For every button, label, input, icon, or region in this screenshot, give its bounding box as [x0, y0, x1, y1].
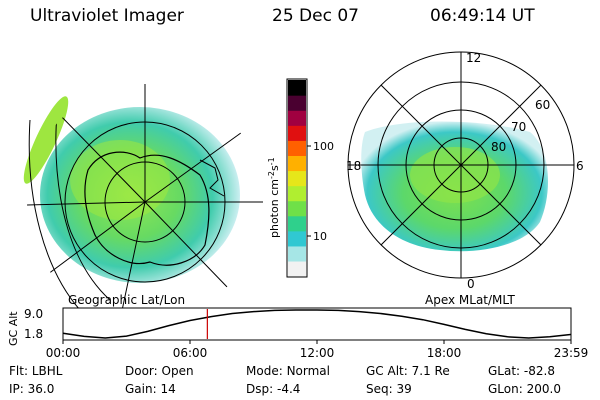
status-ip-label: IP: [9, 382, 24, 396]
alt-xtick-label-18: 18:00 [427, 346, 462, 360]
status-filter-value: LBHL [31, 364, 63, 378]
status-filter-label: Flt: [9, 364, 28, 378]
status-dsp: Dsp: -4.4 [246, 382, 300, 396]
status-glon: GLon: 200.0 [488, 382, 561, 396]
colorbar-block [288, 155, 306, 172]
status-ip: IP: 36.0 [9, 382, 54, 396]
colorbar-unit-label: photon cm-2s-1 [267, 157, 281, 238]
mlt-label-18: 18 [346, 159, 361, 173]
colorbar-block [288, 170, 306, 187]
status-seq: Seq: 39 [366, 382, 412, 396]
status-dsp-label: Dsp: [246, 382, 274, 396]
colorbar-block [288, 200, 306, 217]
status-seq-label: Seq: [366, 382, 393, 396]
colorbar-block [288, 215, 306, 232]
colorbar-block [288, 95, 306, 111]
unit-sup-2: -1 [267, 157, 276, 165]
colorbar-block [288, 140, 306, 156]
mlt-label-12: 12 [466, 51, 481, 65]
mlat-label-80: 80 [491, 140, 506, 154]
mlt-label-6: 6 [576, 159, 584, 173]
status-glon-label: GLon: [488, 382, 523, 396]
observation-date: 25 Dec 07 [272, 6, 359, 26]
status-gc-alt-label: GC Alt: [366, 364, 408, 378]
status-glat-value: -82.8 [523, 364, 555, 378]
status-glat-label: GLat: [488, 364, 521, 378]
unit-mid: s [268, 165, 281, 171]
colorbar-block [288, 110, 306, 126]
colorbar-block [288, 245, 306, 262]
alt-ytick-9: 9.0 [24, 307, 43, 321]
colorbar-block [288, 260, 306, 277]
colorbar-scale [288, 80, 306, 277]
colorbar-block [288, 80, 306, 96]
status-gain-value: 14 [160, 382, 176, 396]
status-mode-value: Normal [286, 364, 330, 378]
status-ip-value: 36.0 [27, 382, 55, 396]
status-glat: GLat: -82.8 [488, 364, 555, 378]
colorbar-block [288, 125, 306, 141]
alt-xtick-label-12: 12:00 [300, 346, 335, 360]
magnetic-caption: Apex MLat/MLT [425, 293, 515, 307]
colorbar-block [288, 230, 306, 247]
instrument-title: Ultraviolet Imager [30, 6, 184, 26]
mlt-label-0: 0 [467, 277, 475, 291]
status-gc-alt: GC Alt: 7.1 Re [366, 364, 450, 378]
status-gain: Gain: 14 [125, 382, 176, 396]
status-door: Door: Open [125, 364, 194, 378]
antarctica-coastline [84, 151, 210, 266]
colorbar-block [288, 185, 306, 202]
status-door-value: Open [161, 364, 194, 378]
colorbar-tick-label-10: 10 [313, 230, 327, 243]
status-dsp-value: -4.4 [276, 382, 301, 396]
alt-xtick-label-6: 06:00 [173, 346, 208, 360]
status-seq-value: 39 [396, 382, 412, 396]
status-filter: Flt: LBHL [9, 364, 62, 378]
altitude-series-line [62, 309, 571, 339]
colorbar-frame [286, 78, 308, 278]
alt-ylabel: GC Alt [7, 311, 20, 346]
coastline-fragment [199, 159, 225, 197]
observation-time: 06:49:14 UT [430, 6, 535, 26]
status-mode-label: Mode: [246, 364, 283, 378]
status-mode: Mode: Normal [246, 364, 330, 378]
unit-sup-1: -2 [267, 171, 276, 179]
status-glon-value: 200.0 [526, 382, 561, 396]
unit-base: photon cm [268, 179, 281, 238]
magnetic-grid [347, 51, 575, 279]
status-gc-alt-value: 7.1 Re [411, 364, 450, 378]
geographic-emission [23, 96, 240, 283]
geographic-caption: Geographic Lat/Lon [68, 293, 185, 307]
alt-xtick-group [62, 340, 572, 344]
status-door-label: Door: [125, 364, 158, 378]
mlat-label-60: 60 [535, 98, 550, 112]
colorbar-tick-label-100: 100 [313, 140, 334, 153]
alt-xtick-label-0: 00:00 [46, 346, 81, 360]
alt-ytick-1.8: 1.8 [24, 327, 43, 341]
magnetic-emission [361, 121, 549, 252]
mlat-label-70: 70 [511, 120, 526, 134]
alt-xtick-label-end: 23:59 [554, 346, 589, 360]
status-gain-label: Gain: [125, 382, 157, 396]
